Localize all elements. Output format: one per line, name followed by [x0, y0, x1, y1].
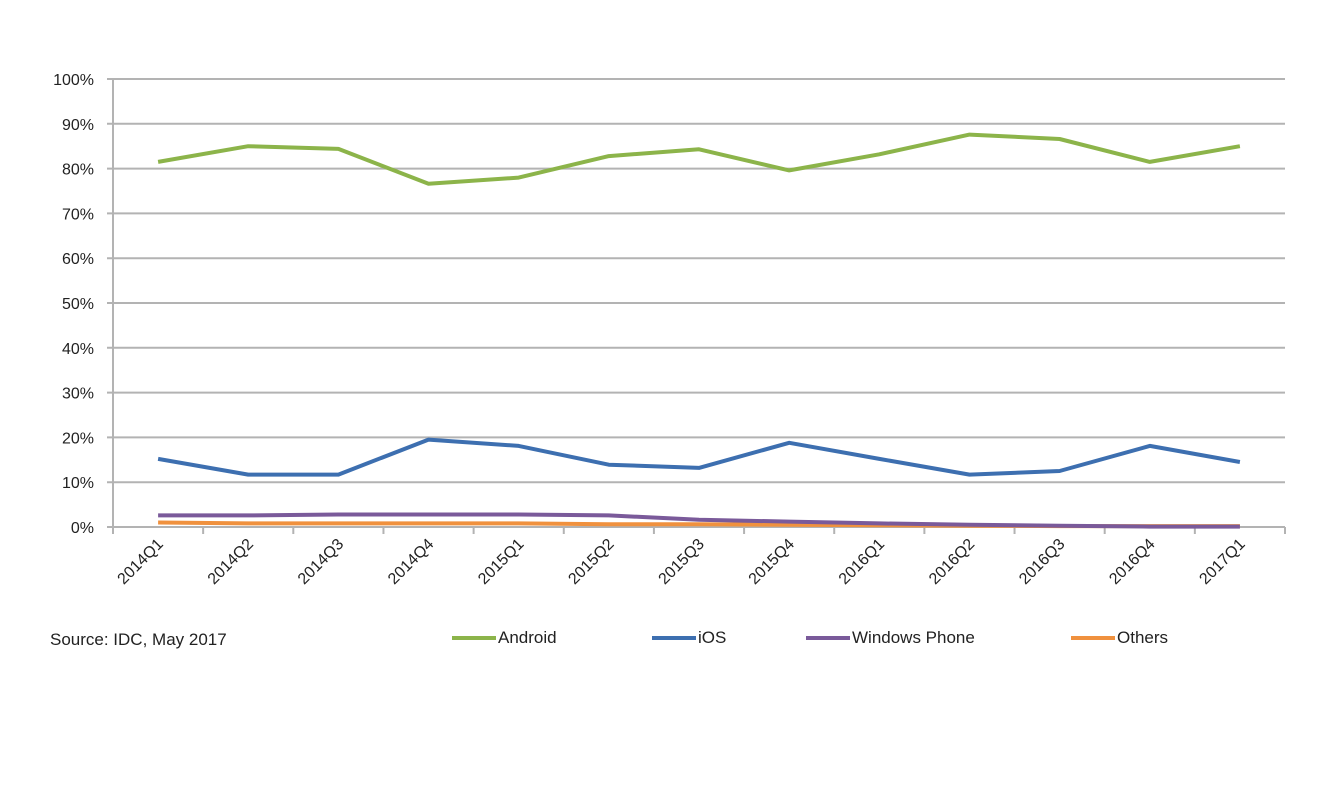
y-tick-label: 70%	[62, 206, 94, 223]
x-tick-label: 2014Q3	[295, 536, 347, 588]
legend-label: Android	[498, 628, 557, 647]
source-note: Source: IDC, May 2017	[50, 630, 227, 649]
legend-swatch-others-icon	[1071, 636, 1115, 640]
x-axis-tick-labels: 2014Q1 2014Q2 2014Q3 2014Q4 2015Q1 2015Q2 2015…	[115, 536, 1249, 588]
x-tick-label: 2015Q1	[475, 536, 527, 588]
x-tick-label: 2016Q3	[1016, 536, 1068, 588]
x-tick-label: 2014Q4	[385, 536, 437, 588]
gridlines	[107, 78, 1285, 484]
legend-swatch-ios-icon	[652, 636, 696, 640]
y-tick-label: 20%	[62, 430, 94, 447]
x-tick-label: 2016Q1	[836, 536, 888, 588]
y-tick-label: 0%	[71, 520, 94, 537]
y-tick-label: 60%	[62, 251, 94, 268]
x-tick-label: 2014Q2	[205, 536, 257, 588]
x-tick-label: 2015Q3	[656, 536, 708, 588]
y-tick-label: 50%	[62, 296, 94, 313]
y-tick-label: 30%	[62, 386, 94, 403]
x-tick-label: 2016Q2	[926, 536, 978, 588]
series-lines	[157, 132, 1241, 529]
legend-swatch-windows-phone-icon	[806, 636, 850, 640]
x-tick-label: 2015Q4	[746, 536, 798, 588]
y-axis-tick-labels: 0% 10% 20% 30% 40% 50% 60% 70% 80% 90% 100%	[53, 72, 94, 537]
legend-item-windows-phone: Windows Phone	[806, 628, 975, 648]
legend-item-others: Others	[1071, 628, 1168, 648]
legend-item-ios: iOS	[652, 628, 726, 648]
y-tick-label: 80%	[62, 162, 94, 179]
legend-swatch-android-icon	[452, 636, 496, 640]
series-line-ios	[157, 437, 1241, 477]
x-tick-label: 2015Q2	[565, 536, 617, 588]
legend-label: iOS	[698, 628, 727, 647]
legend-label: Others	[1117, 628, 1169, 647]
legend-item-android: Android	[452, 628, 557, 648]
y-tick-label: 100%	[53, 72, 94, 89]
x-tick-label: 2017Q1	[1196, 536, 1248, 588]
series-line-windows-phone	[158, 512, 1240, 529]
legend: Android iOS Windows Phone Others	[0, 628, 1333, 654]
y-tick-label: 10%	[62, 475, 94, 492]
x-tick-label: 2014Q1	[115, 536, 167, 588]
y-tick-label: 40%	[62, 341, 94, 358]
y-tick-label: 90%	[62, 117, 94, 134]
series-line-android	[157, 132, 1241, 186]
legend-label: Windows Phone	[852, 628, 975, 647]
x-tick-label: 2016Q4	[1106, 536, 1158, 588]
